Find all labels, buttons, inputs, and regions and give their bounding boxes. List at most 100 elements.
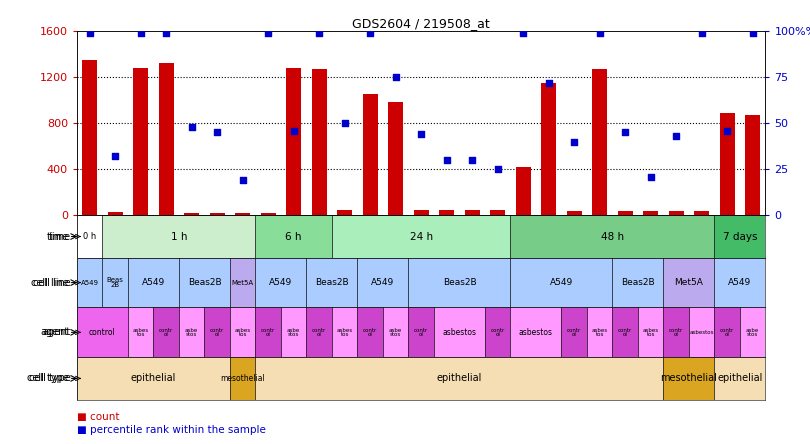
- Point: [262, 29, 275, 36]
- Text: contr
ol: contr ol: [261, 328, 275, 337]
- Text: cell line: cell line: [31, 278, 69, 288]
- Bar: [128, 307, 153, 357]
- Bar: [388, 103, 403, 215]
- Text: control: control: [89, 328, 116, 337]
- Bar: [77, 357, 230, 400]
- Bar: [77, 215, 102, 258]
- Point: [440, 157, 453, 164]
- Bar: [77, 307, 128, 357]
- Point: [364, 29, 377, 36]
- Bar: [159, 63, 174, 215]
- Text: contr
ol: contr ol: [567, 328, 582, 337]
- Bar: [515, 167, 531, 215]
- Bar: [510, 258, 612, 307]
- Text: A549: A549: [728, 278, 752, 287]
- Bar: [102, 258, 128, 307]
- Bar: [235, 213, 250, 215]
- Bar: [510, 307, 561, 357]
- Text: asbestos: asbestos: [519, 328, 553, 337]
- Bar: [465, 210, 480, 215]
- Point: [313, 29, 326, 36]
- Bar: [108, 212, 123, 215]
- Text: A549: A549: [371, 278, 394, 287]
- Bar: [255, 307, 281, 357]
- Point: [619, 129, 632, 136]
- Point: [542, 79, 555, 86]
- Bar: [77, 258, 102, 307]
- Text: A549: A549: [269, 278, 292, 287]
- Point: [568, 138, 581, 145]
- Bar: [587, 307, 612, 357]
- Text: asbe
stos: asbe stos: [185, 328, 198, 337]
- Text: asbestos: asbestos: [689, 330, 714, 335]
- Bar: [740, 307, 765, 357]
- Bar: [153, 307, 179, 357]
- Bar: [566, 211, 582, 215]
- Bar: [617, 211, 633, 215]
- Text: asbes
tos: asbes tos: [591, 328, 608, 337]
- Point: [415, 131, 428, 138]
- Text: mesothelial: mesothelial: [660, 373, 718, 384]
- Bar: [230, 357, 255, 400]
- Point: [721, 127, 734, 134]
- Bar: [714, 307, 740, 357]
- Text: 1 h: 1 h: [171, 231, 187, 242]
- Bar: [561, 307, 587, 357]
- Text: contr
ol: contr ol: [159, 328, 173, 337]
- Bar: [612, 258, 663, 307]
- Point: [288, 127, 301, 134]
- Point: [339, 120, 352, 127]
- Bar: [332, 215, 510, 258]
- Bar: [332, 307, 357, 357]
- Point: [466, 157, 479, 164]
- Text: contr
ol: contr ol: [720, 328, 735, 337]
- Point: [491, 166, 504, 173]
- Point: [134, 29, 147, 36]
- Point: [109, 153, 122, 160]
- Point: [185, 123, 198, 131]
- Bar: [383, 307, 408, 357]
- Bar: [363, 95, 377, 215]
- Bar: [133, 68, 148, 215]
- Bar: [689, 307, 714, 357]
- Text: asbestos: asbestos: [442, 328, 476, 337]
- Point: [670, 133, 683, 140]
- Text: asbe
stos: asbe stos: [746, 328, 759, 337]
- Bar: [281, 307, 306, 357]
- Text: A549: A549: [142, 278, 165, 287]
- Text: contr
ol: contr ol: [491, 328, 505, 337]
- Text: contr
ol: contr ol: [312, 328, 326, 337]
- Bar: [255, 258, 306, 307]
- Bar: [643, 211, 659, 215]
- Bar: [179, 307, 204, 357]
- Bar: [357, 258, 408, 307]
- Point: [695, 29, 708, 36]
- Text: contr
ol: contr ol: [414, 328, 428, 337]
- Point: [593, 29, 606, 36]
- Point: [83, 29, 96, 36]
- Text: 48 h: 48 h: [601, 231, 624, 242]
- Bar: [612, 307, 638, 357]
- Text: 24 h: 24 h: [410, 231, 433, 242]
- Bar: [306, 307, 332, 357]
- Text: epithelial: epithelial: [130, 373, 176, 384]
- Text: asbes
tos: asbes tos: [235, 328, 251, 337]
- Text: Beas
2B: Beas 2B: [107, 277, 124, 288]
- Text: time: time: [46, 231, 69, 242]
- Text: contr
ol: contr ol: [669, 328, 684, 337]
- Text: Beas2B: Beas2B: [442, 278, 476, 287]
- Bar: [286, 68, 301, 215]
- Bar: [230, 258, 255, 307]
- Text: Met5A: Met5A: [675, 278, 703, 287]
- Text: 6 h: 6 h: [285, 231, 302, 242]
- Text: agent: agent: [42, 327, 70, 337]
- Bar: [663, 258, 714, 307]
- Bar: [694, 211, 710, 215]
- Bar: [414, 210, 428, 215]
- Text: contr
ol: contr ol: [618, 328, 633, 337]
- Text: contr
ol: contr ol: [363, 328, 377, 337]
- Bar: [745, 115, 761, 215]
- Bar: [230, 307, 255, 357]
- Bar: [261, 213, 276, 215]
- Bar: [408, 307, 434, 357]
